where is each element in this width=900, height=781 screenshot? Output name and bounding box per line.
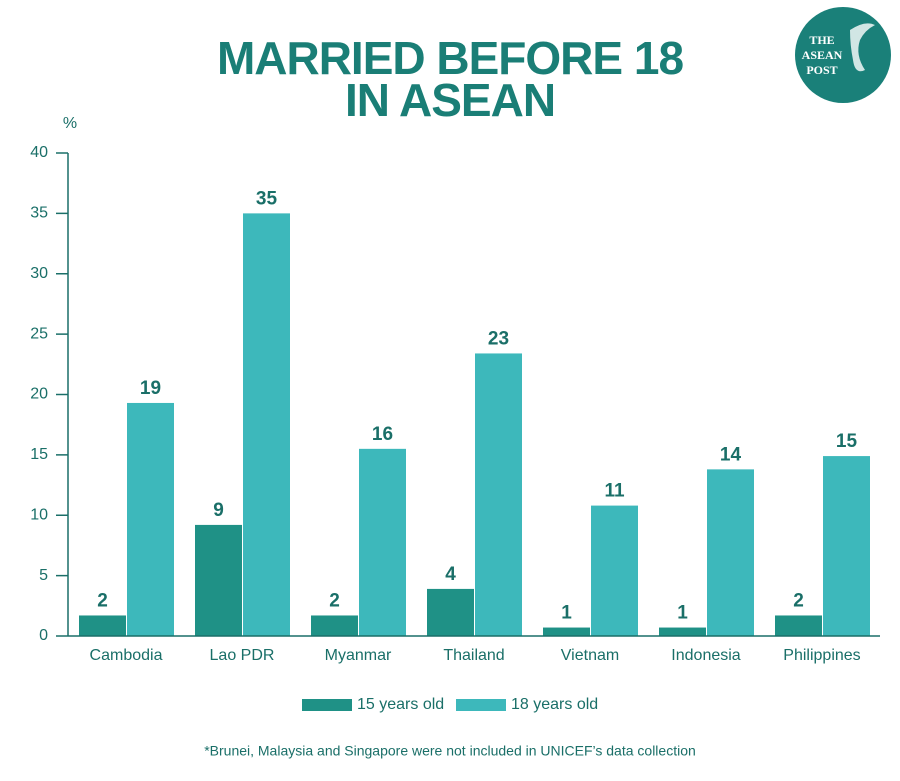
value-label: 2 — [97, 590, 108, 611]
value-label: 9 — [213, 500, 224, 521]
bar — [427, 588, 474, 636]
y-tick-label: 35 — [30, 205, 48, 222]
bar — [591, 505, 638, 636]
bar — [127, 402, 174, 636]
logo-bird — [850, 23, 875, 72]
value-label: 19 — [140, 378, 161, 399]
value-label: 1 — [561, 603, 572, 624]
legend-label: 18 years old — [511, 696, 598, 713]
value-label: 4 — [445, 564, 456, 585]
y-tick-label: 10 — [30, 506, 48, 523]
bar — [543, 627, 590, 636]
x-tick-label: Philippines — [783, 647, 860, 664]
bar — [775, 615, 822, 636]
footnote: *Brunei, Malaysia and Singapore were not… — [204, 743, 696, 759]
bar — [707, 469, 754, 636]
bar — [359, 448, 406, 636]
y-tick-label: 25 — [30, 325, 48, 342]
x-tick-label: Myanmar — [325, 647, 392, 664]
logo-text: ASEAN — [802, 48, 843, 62]
chart-title: MARRIED BEFORE 18 — [217, 32, 683, 84]
value-label: 35 — [256, 188, 278, 209]
y-tick-label: 20 — [30, 386, 48, 403]
bar — [823, 456, 870, 636]
x-tick-label: Thailand — [443, 647, 504, 664]
bar — [243, 213, 290, 636]
y-axis-label: % — [63, 115, 77, 132]
x-tick-label: Cambodia — [90, 647, 163, 664]
bar — [311, 615, 358, 636]
y-tick-label: 5 — [39, 567, 48, 584]
x-tick-label: Indonesia — [671, 647, 740, 664]
logo-text: POST — [806, 63, 837, 77]
y-tick-label: 40 — [30, 144, 48, 161]
logo-text: THE — [809, 33, 834, 47]
value-label: 14 — [720, 444, 742, 465]
y-tick-label: 0 — [39, 627, 48, 644]
y-tick-label: 15 — [30, 446, 48, 463]
x-tick-label: Vietnam — [561, 647, 619, 664]
y-tick-label: 30 — [30, 265, 48, 282]
value-label: 16 — [372, 424, 393, 445]
value-label: 15 — [836, 431, 858, 452]
value-label: 2 — [329, 590, 340, 611]
bar — [475, 353, 522, 636]
legend-swatch — [456, 699, 506, 711]
legend-swatch — [302, 699, 352, 711]
value-label: 11 — [604, 481, 625, 502]
logo-badge — [795, 7, 891, 103]
value-label: 2 — [793, 590, 804, 611]
bar — [79, 615, 126, 636]
bar — [659, 627, 706, 636]
chart-title: IN ASEAN — [345, 74, 555, 126]
legend-label: 15 years old — [357, 696, 444, 713]
value-label: 1 — [677, 603, 688, 624]
x-tick-label: Lao PDR — [210, 647, 275, 664]
value-label: 23 — [488, 328, 509, 349]
bar — [195, 524, 242, 636]
